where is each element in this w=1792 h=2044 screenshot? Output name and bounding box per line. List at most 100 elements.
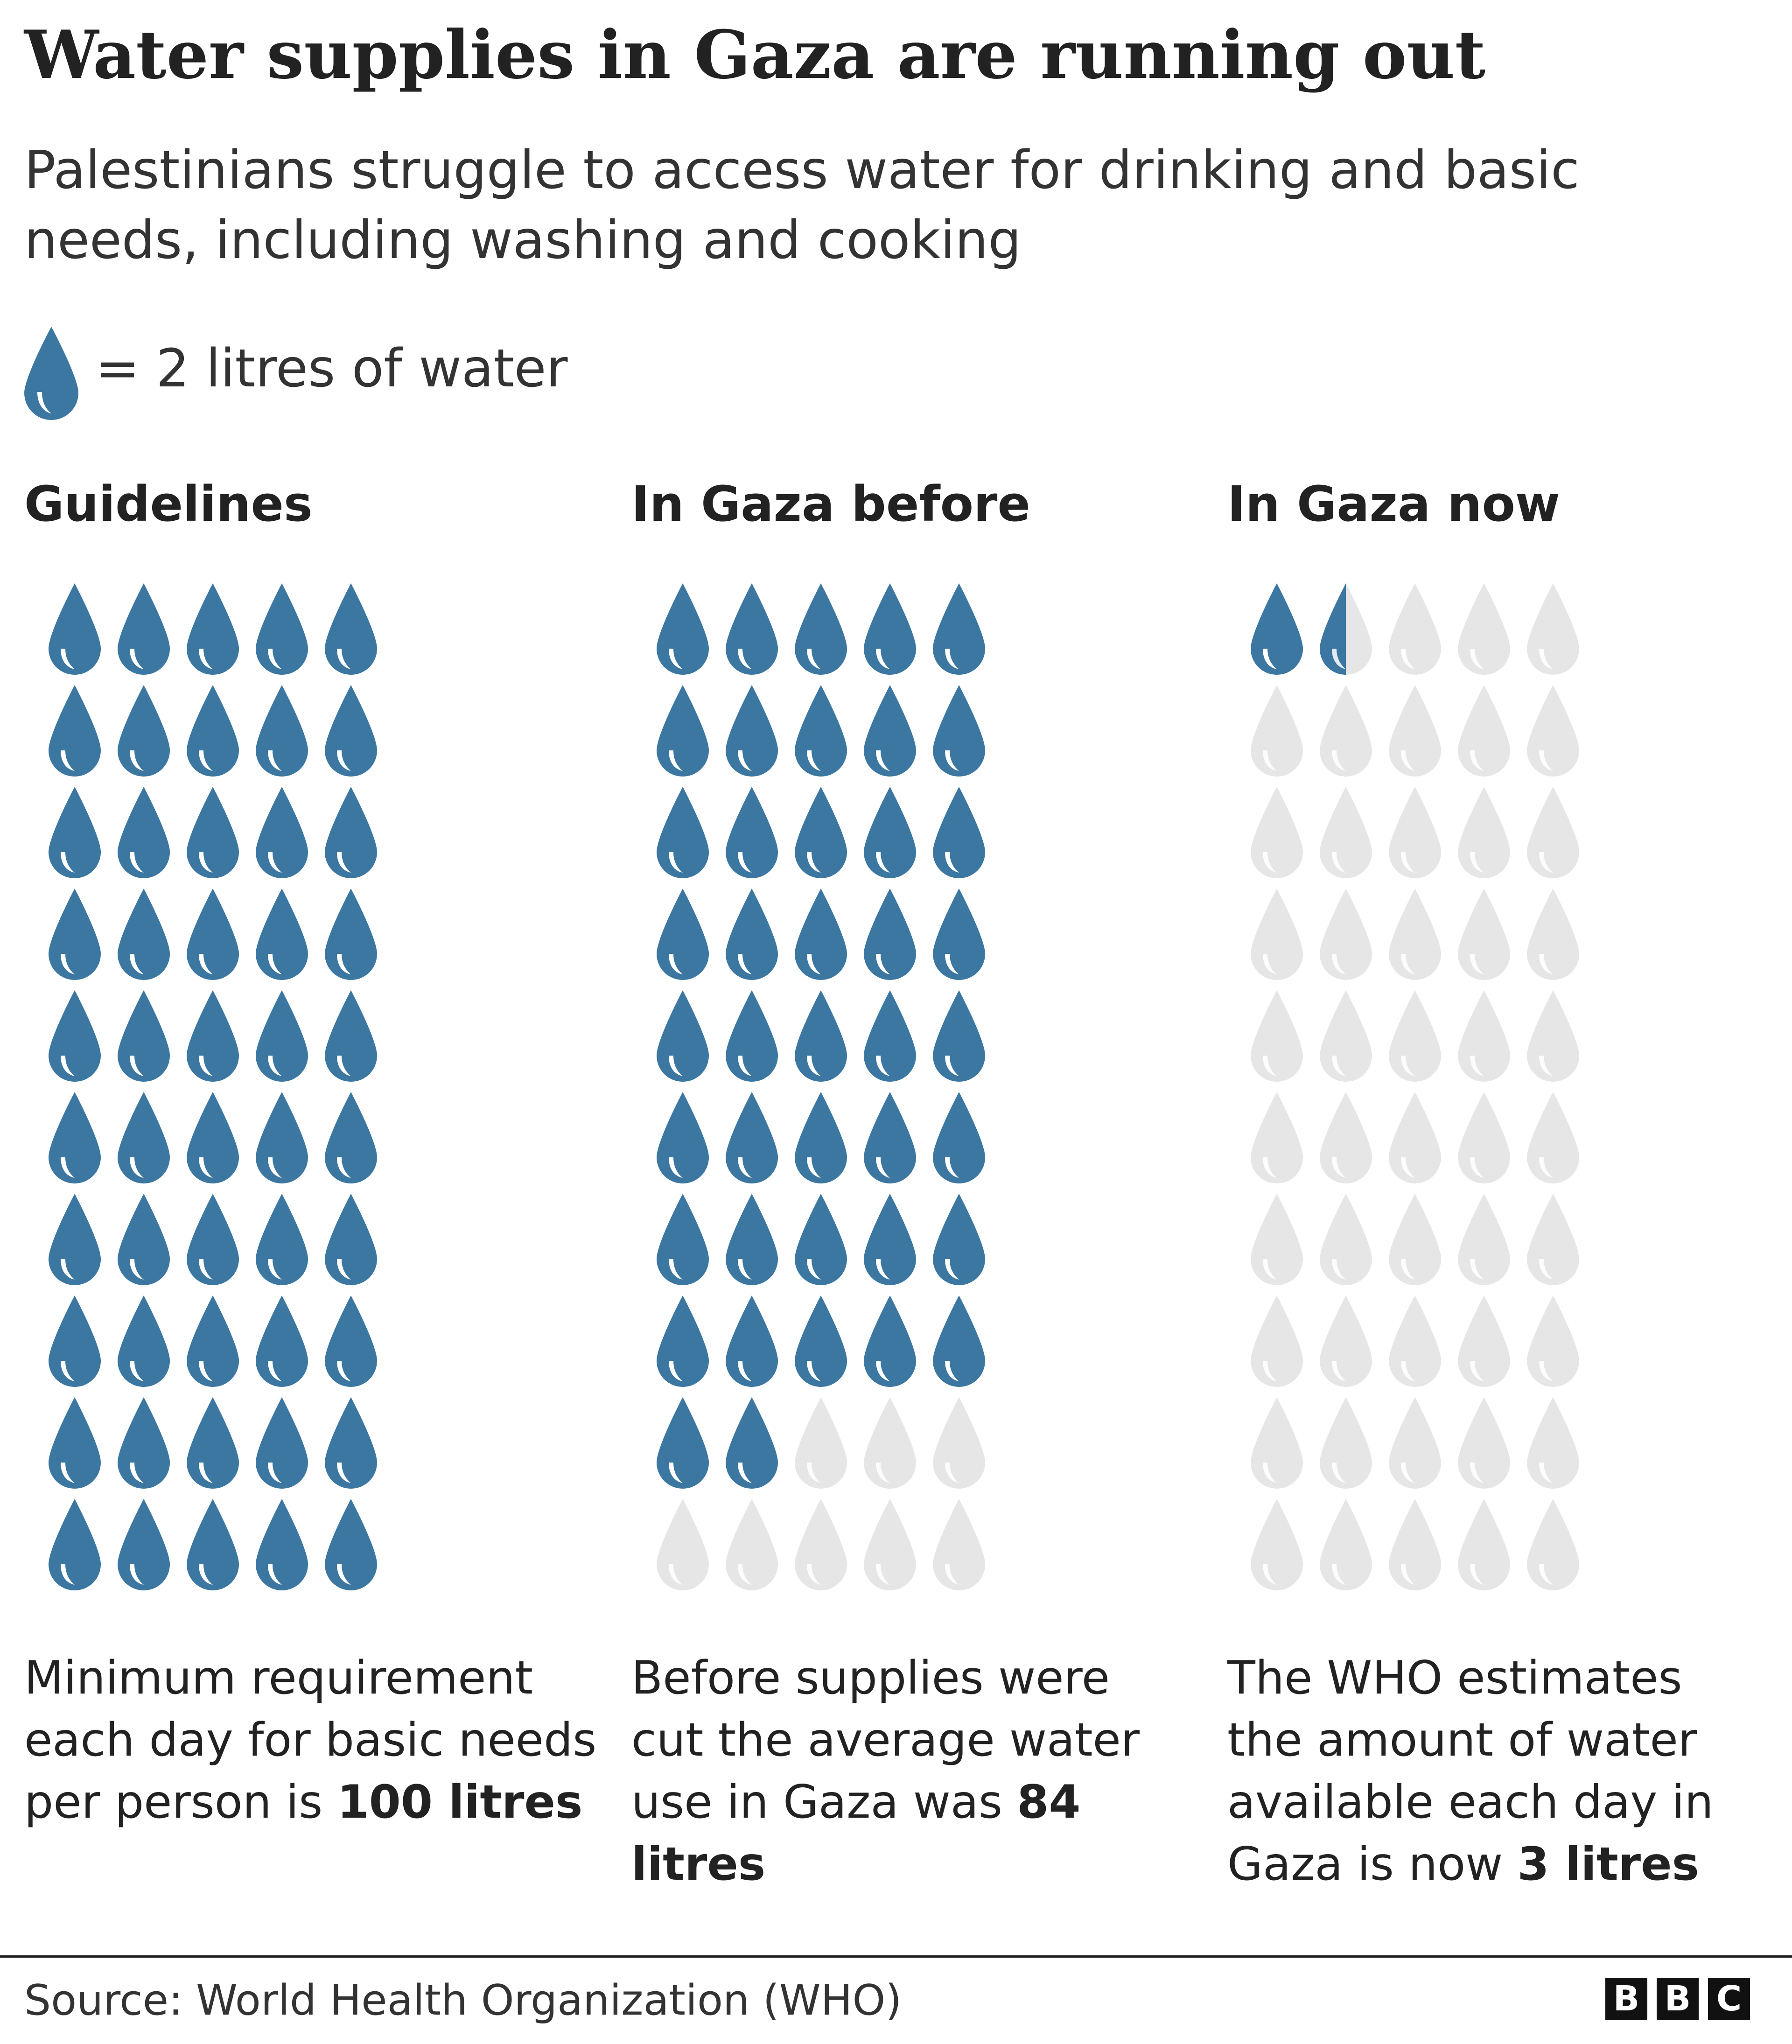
drop-body [1458, 1092, 1510, 1183]
drop-highlight [945, 954, 959, 974]
description-value: 84 litres [631, 1776, 1081, 1891]
water-drop-empty [1458, 990, 1510, 1082]
water-drop-full [118, 583, 170, 675]
drop-body [657, 889, 709, 980]
drop-body [1251, 787, 1303, 878]
drop-highlight [945, 1259, 959, 1280]
water-drop-empty [1389, 1092, 1441, 1183]
drop-highlight [876, 852, 890, 873]
water-drop-full [864, 1194, 916, 1285]
water-drop-empty [1320, 1092, 1372, 1183]
description-guidelines: Minimum requirement each day for basic n… [24, 1647, 598, 1834]
drop-highlight [1332, 1463, 1346, 1483]
drop-highlight [738, 1463, 752, 1483]
drop-body [795, 787, 847, 878]
water-drop-full [187, 1499, 239, 1590]
water-drop-empty [1527, 1092, 1579, 1183]
water-drop-full [1251, 583, 1303, 675]
drop-body [1320, 990, 1372, 1082]
drop-body [1527, 583, 1579, 675]
drop-body [187, 1194, 239, 1285]
drop-highlight [1263, 954, 1277, 974]
water-drop-empty [864, 1499, 916, 1590]
drop-body [325, 787, 377, 878]
water-drop-full [256, 1092, 308, 1183]
drop-highlight [130, 649, 144, 669]
drop-highlight [1263, 1056, 1277, 1076]
drop-body [726, 1499, 778, 1590]
drop-body [1458, 1499, 1510, 1590]
drop-body [726, 1295, 778, 1387]
drop-highlight [1332, 1056, 1346, 1076]
drop-highlight [738, 1157, 752, 1178]
drop-highlight [1401, 1157, 1415, 1178]
drop-highlight [268, 649, 282, 669]
water-drop-full [864, 583, 916, 675]
source-note: Source: World Health Organization (WHO) [24, 1976, 902, 2025]
drop-highlight [1539, 1056, 1553, 1076]
drop-body [187, 583, 239, 675]
water-drop-full [795, 1194, 847, 1285]
drop-body [864, 1092, 916, 1183]
drop-body [1320, 685, 1372, 777]
drop-body [118, 685, 170, 777]
water-drop-full [726, 1092, 778, 1183]
water-drop-empty [1320, 685, 1372, 777]
drop-highlight [199, 1056, 213, 1076]
drop-highlight [1401, 1361, 1415, 1381]
water-drop-empty [1458, 1092, 1510, 1183]
chart-title: Water supplies in Gaza are running out [24, 16, 1486, 94]
drop-highlight [199, 1361, 213, 1381]
water-drop-full [187, 685, 239, 777]
drop-body [1527, 1092, 1579, 1183]
drop-highlight [807, 954, 821, 974]
drop-body [933, 1499, 985, 1590]
drop-body [1320, 1295, 1372, 1387]
drop-highlight [1332, 1157, 1346, 1178]
drop-body [933, 1092, 985, 1183]
drop-body [49, 1499, 101, 1590]
drop-highlight [199, 1564, 213, 1585]
water-drop-full [657, 1397, 709, 1489]
drop-highlight [1470, 954, 1484, 974]
drop-highlight [807, 1463, 821, 1483]
drop-body [49, 1092, 101, 1183]
drop-highlight [199, 1259, 213, 1280]
drop-body [1389, 787, 1441, 878]
drop-highlight [337, 1056, 351, 1076]
drop-body [1389, 1092, 1441, 1183]
drop-body [657, 787, 709, 878]
drop-highlight [738, 1259, 752, 1280]
description-value: 3 litres [1517, 1838, 1699, 1891]
drop-highlight [1263, 649, 1277, 669]
water-drop-full [795, 1295, 847, 1387]
drop-body [1527, 1295, 1579, 1387]
water-drop-full [256, 1499, 308, 1590]
drop-highlight [669, 649, 683, 669]
drop-highlight [669, 1361, 683, 1381]
drop-highlight [61, 750, 75, 771]
drop-highlight [1539, 1463, 1553, 1483]
drop-highlight [738, 1361, 752, 1381]
drop-body [795, 583, 847, 675]
drop-highlight [945, 1361, 959, 1381]
drop-body [325, 583, 377, 675]
water-drop-full [256, 1295, 308, 1387]
drop-highlight [807, 1056, 821, 1076]
water-drop-full [325, 787, 377, 878]
drop-body [325, 685, 377, 777]
drop-body [118, 1295, 170, 1387]
description-text: Minimum requirement each day for basic n… [24, 1652, 597, 1829]
drop-highlight [130, 852, 144, 873]
pictogram-gaza-before [657, 583, 985, 1590]
water-drop-full [726, 787, 778, 878]
drop-body [325, 889, 377, 980]
water-drop-empty [657, 1499, 709, 1590]
water-drop-empty [1389, 990, 1441, 1082]
footer-divider [0, 1955, 1792, 1958]
water-drop-full [864, 1092, 916, 1183]
drop-highlight [337, 750, 351, 771]
water-drop-full [933, 685, 985, 777]
drop-body [256, 685, 308, 777]
water-drop-full [933, 990, 985, 1082]
